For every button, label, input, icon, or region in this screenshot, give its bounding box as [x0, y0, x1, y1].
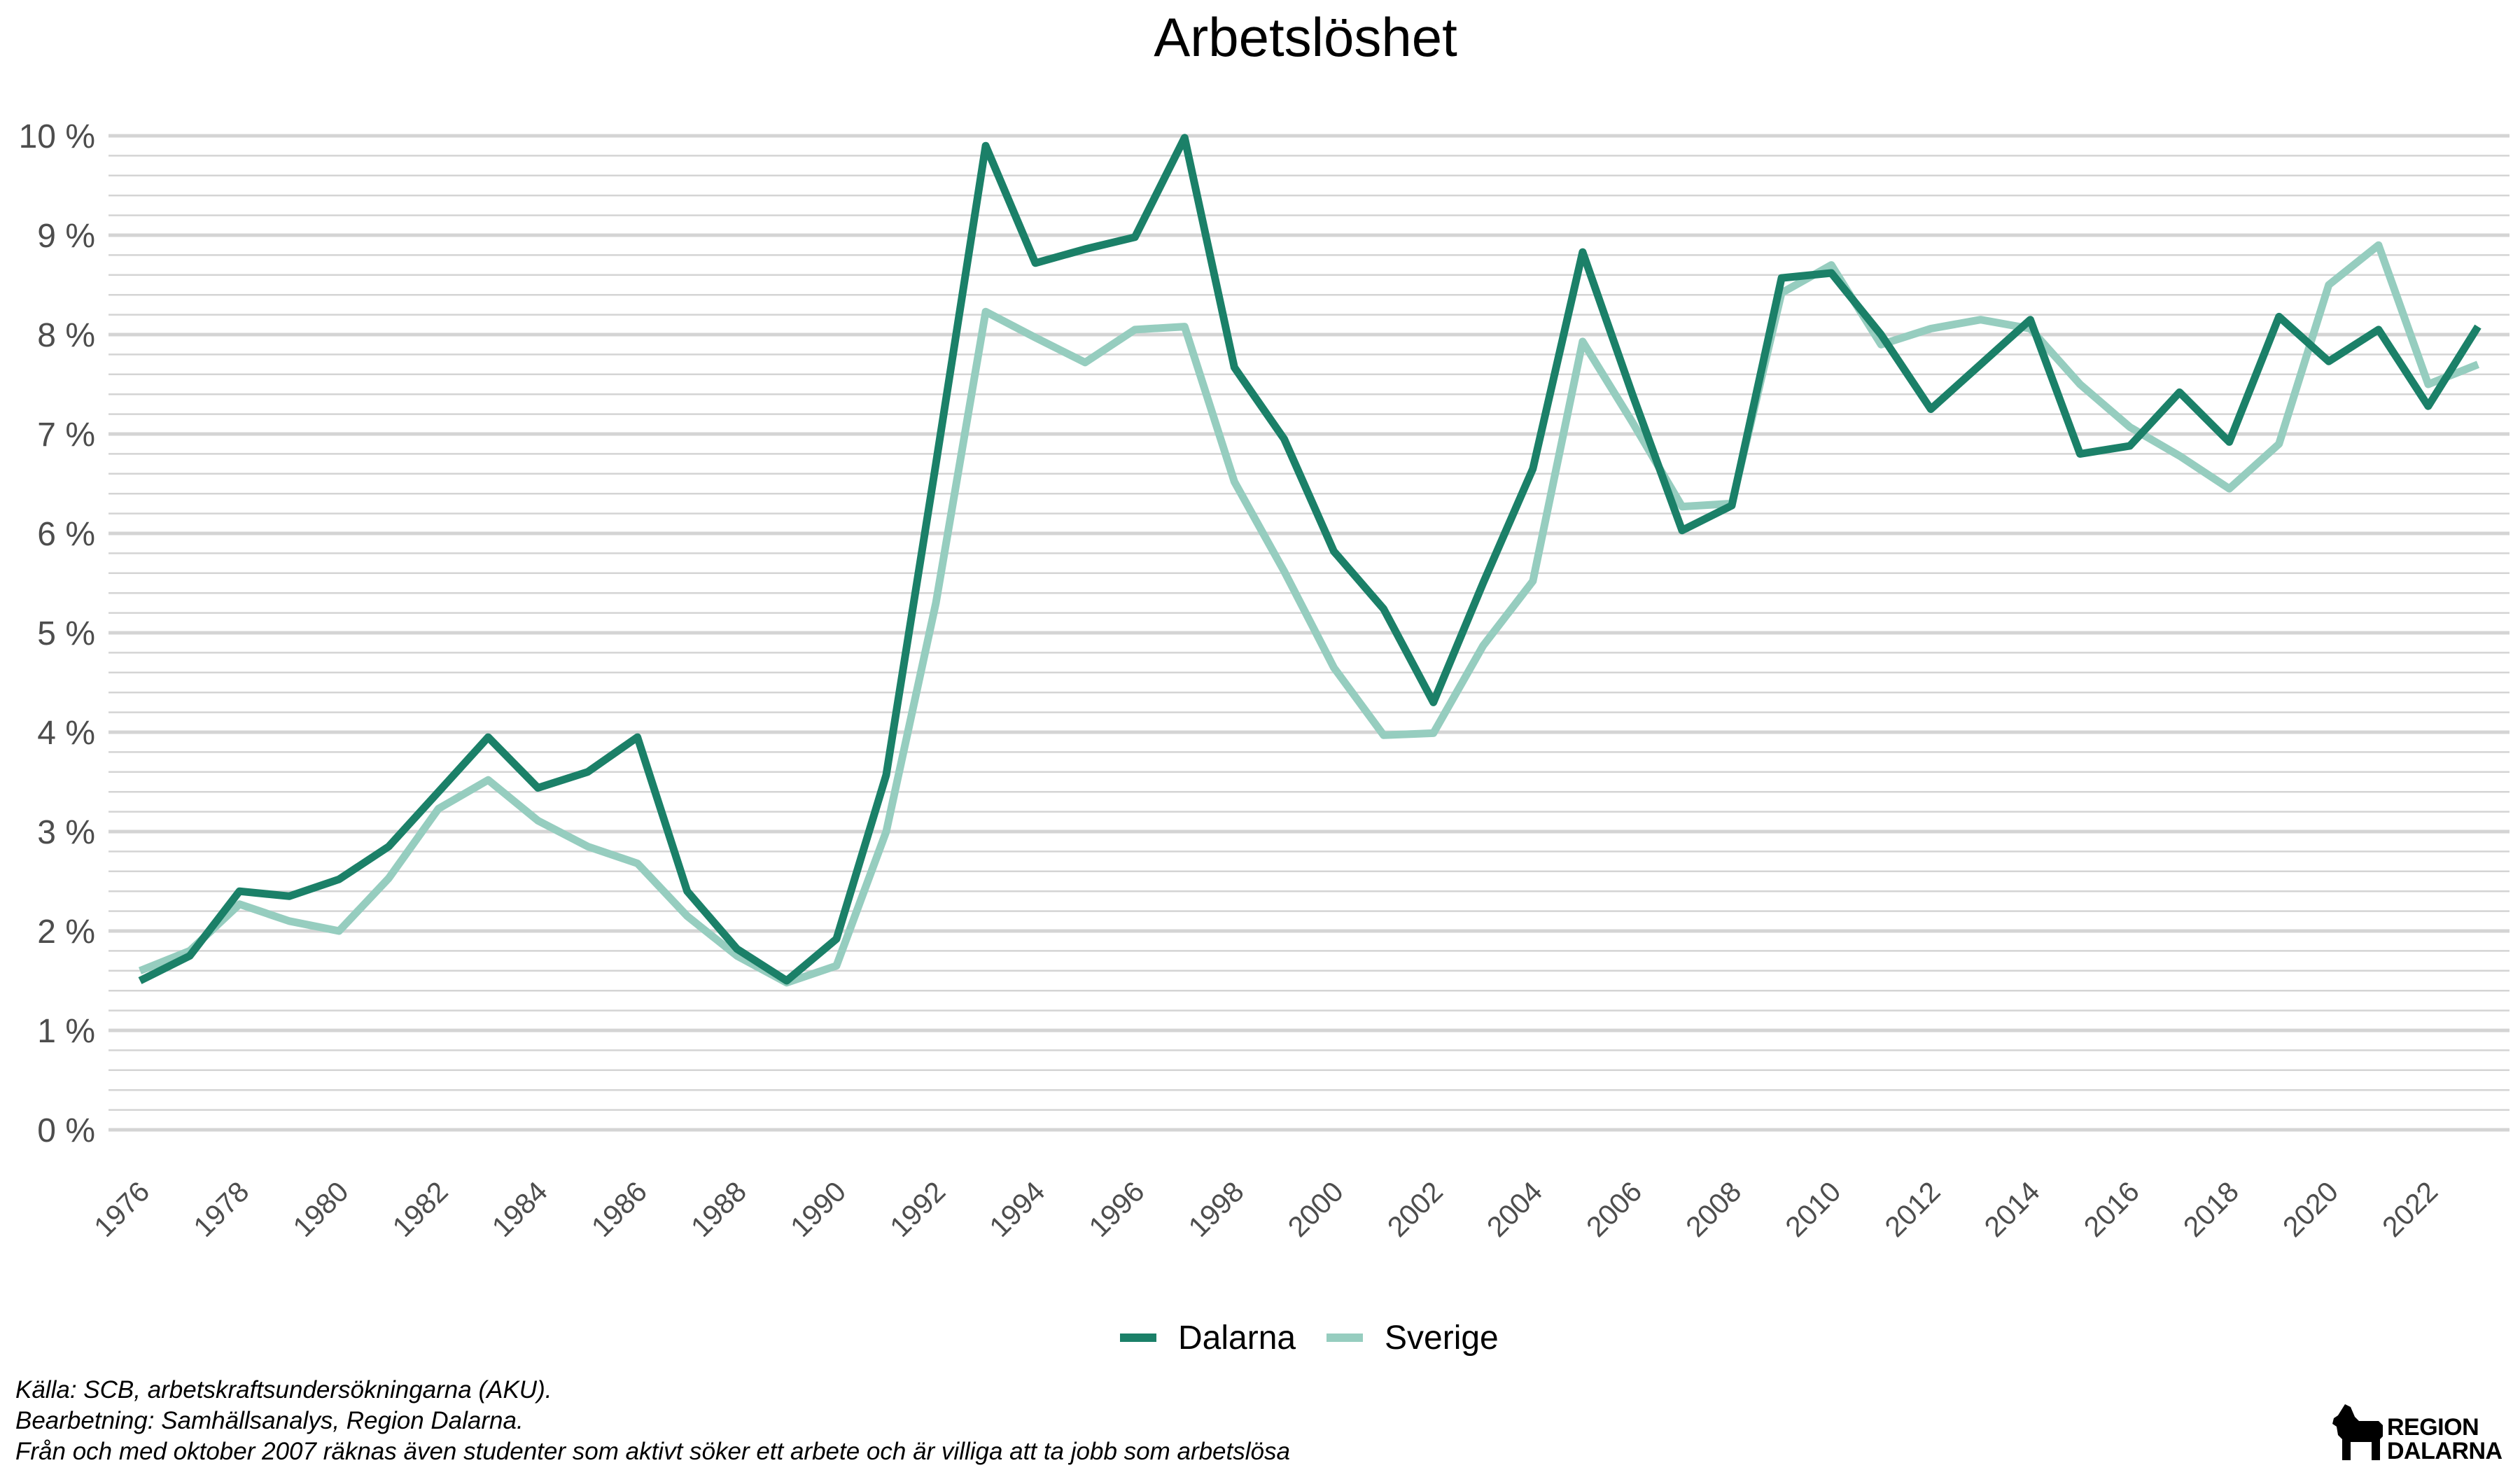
y-tick-label: 3 % [37, 814, 95, 851]
gridlines [108, 134, 2510, 1132]
chart-title: Arbetslöshet [1154, 6, 1457, 68]
x-tick-label: 2000 [1282, 1175, 1350, 1243]
x-tick-label: 2020 [2276, 1175, 2344, 1243]
y-tick-label: 1 % [37, 1013, 95, 1050]
region-dalarna-logo: REGION DALARNA [2331, 1399, 2506, 1464]
y-tick-label: 0 % [37, 1112, 95, 1149]
x-tick-label: 2014 [1978, 1175, 2046, 1243]
caption-note: Från och med oktober 2007 räknas även st… [15, 1438, 1290, 1465]
x-tick-label: 1988 [685, 1175, 752, 1243]
x-tick-label: 1976 [88, 1175, 155, 1243]
x-tick-label: 2016 [2078, 1175, 2146, 1243]
x-tick-label: 2006 [1580, 1175, 1648, 1243]
series-lines [138, 134, 2482, 987]
logo-text-region: REGION [2387, 1414, 2479, 1441]
y-tick-label: 7 % [37, 416, 95, 454]
series-line-sverige [138, 241, 2480, 987]
x-tick-label: 1986 [585, 1175, 653, 1243]
x-tick-label: 1982 [386, 1175, 454, 1243]
x-tick-label: 1984 [486, 1175, 554, 1243]
legend-label-sverige: Sverige [1385, 1320, 1499, 1357]
x-tick-label: 2008 [1679, 1175, 1747, 1243]
x-tick-label: 1994 [983, 1175, 1051, 1243]
x-tick-label: 2018 [2177, 1175, 2245, 1243]
x-axis-tick-labels: 1976 1978 1980 1982 1984 1986 1988 1990 1992 1994… [88, 1175, 2444, 1243]
y-tick-label: 2 % [37, 913, 95, 951]
x-tick-label: 1980 [287, 1175, 355, 1243]
x-tick-label: 2012 [1879, 1175, 1947, 1243]
x-tick-label: 1992 [883, 1175, 951, 1243]
y-tick-label: 10 % [19, 118, 95, 155]
y-tick-label: 4 % [37, 715, 95, 752]
y-tick-label: 8 % [37, 317, 95, 354]
x-tick-label: 2010 [1779, 1175, 1847, 1243]
y-tick-label: 9 % [37, 218, 95, 255]
dalecarlian-horse-icon [2332, 1404, 2383, 1460]
caption-source: Källa: SCB, arbetskraftsundersökningarna… [15, 1376, 552, 1404]
legend-label-dalarna: Dalarna [1178, 1320, 1296, 1357]
y-tick-label: 5 % [37, 615, 95, 652]
series-line-dalarna [138, 134, 2482, 985]
x-tick-label: 2002 [1381, 1175, 1449, 1243]
y-axis-tick-labels: 0 % 1 % 2 % 3 % 4 % 5 % 6 % 7 % 8 % 9 % 10 % [19, 118, 95, 1149]
x-tick-label: 1998 [1182, 1175, 1250, 1243]
x-tick-label: 2022 [2376, 1175, 2444, 1243]
x-tick-label: 1978 [187, 1175, 255, 1243]
x-tick-label: 1996 [1083, 1175, 1151, 1243]
logo-text-dalarna: DALARNA [2387, 1438, 2502, 1464]
x-tick-label: 1990 [784, 1175, 852, 1243]
legend: Dalarna Sverige [1120, 1320, 1499, 1357]
x-tick-label: 2004 [1480, 1175, 1548, 1243]
y-tick-label: 6 % [37, 516, 95, 553]
caption-processing: Bearbetning: Samhällsanalys, Region Dala… [15, 1407, 524, 1434]
